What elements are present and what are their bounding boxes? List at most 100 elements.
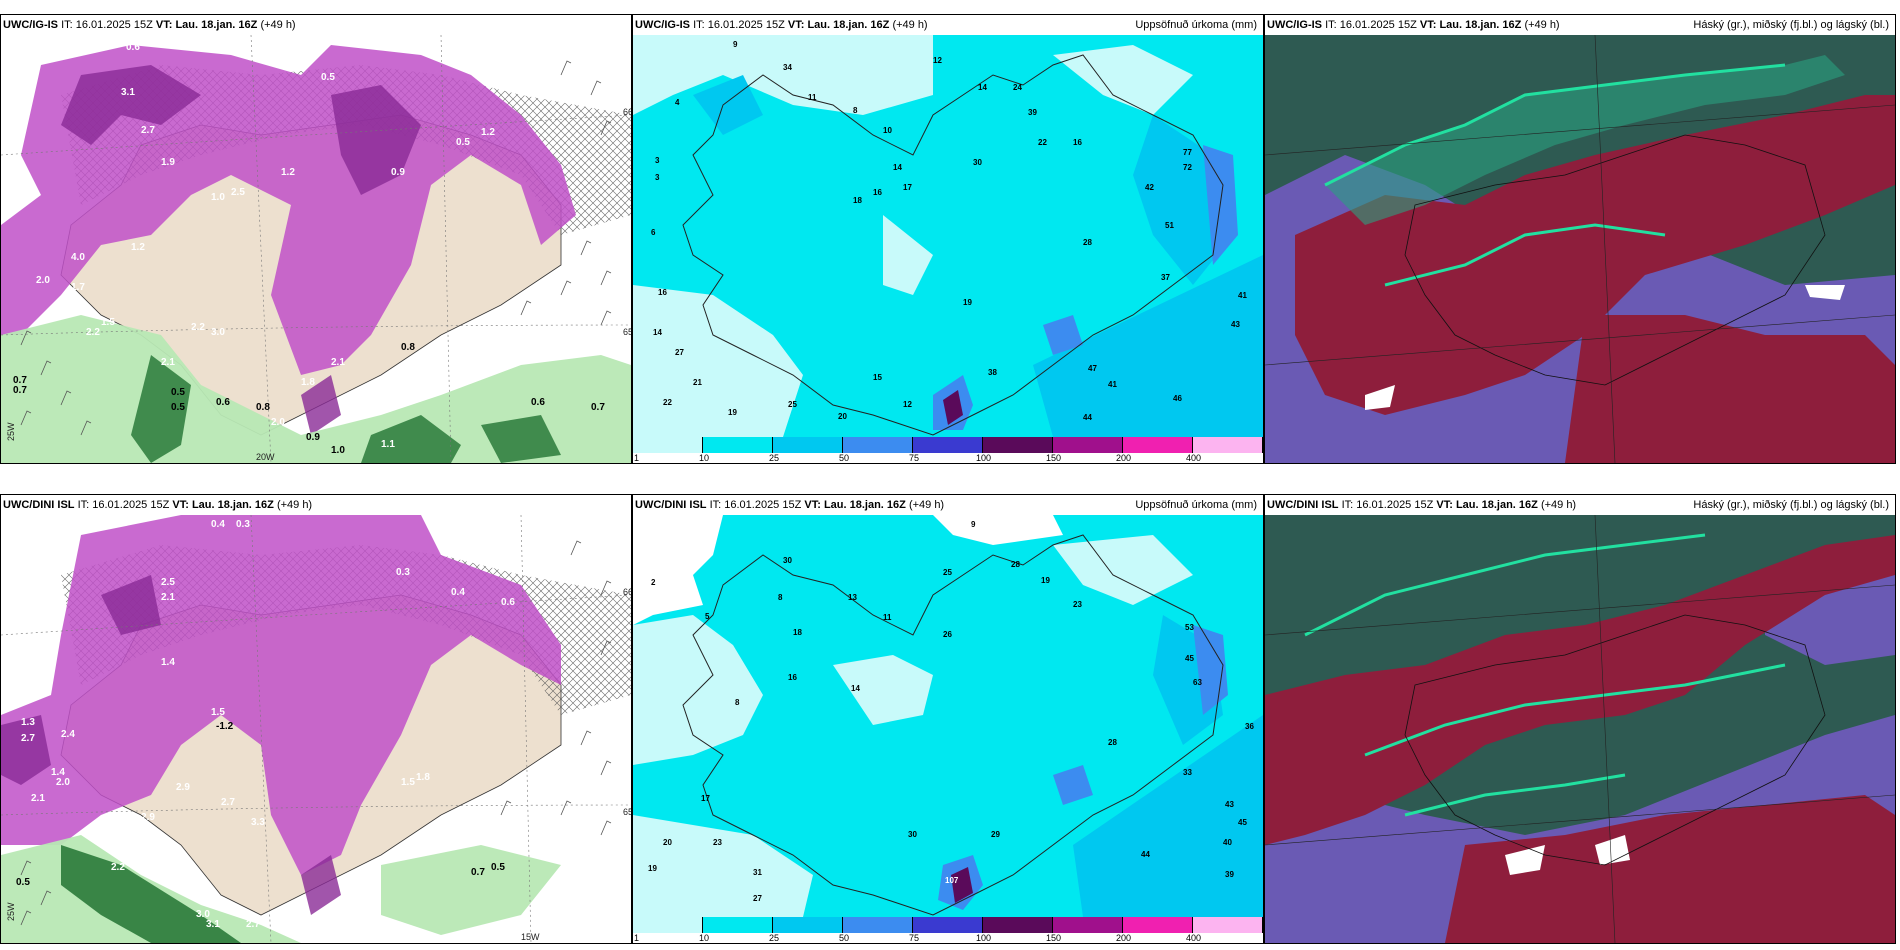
precip-value: 2.2 [111,862,125,873]
accum-value: 11 [883,613,892,622]
panel-header: UWC/IG-IS IT: 16.01.2025 15Z VT: Lau. 18… [1265,15,1895,35]
accum-value: 25 [788,400,797,409]
precip-value: 0.6 [501,597,515,608]
accum-value: 33 [1183,768,1192,777]
colorbar-cell [633,917,703,933]
colorbar-cell [1053,437,1123,453]
accum-values: 9 4 3 3 6 34 11 8 10 12 14 24 14 16 18 1… [651,40,1247,422]
precip-type-map: 0.6 0.5 0.5 3.1 2.7 1.9 0.5 1.2 0.9 1.2 … [1,35,631,463]
accum-value: 45 [1185,654,1194,663]
snow-area [1,45,576,375]
precip-value: 0.7 [591,402,605,413]
field-title: Háský (gr.), miðský (fj.bl.) og lágský (… [1693,499,1889,511]
accum-value: 39 [1028,108,1037,117]
coastline [1404,134,1826,386]
light-precip-area [633,35,1193,437]
panel-header: UWC/DINI ISL IT: 16.01.2025 15Z VT: Lau.… [1,495,631,515]
accum-value: 19 [728,408,737,417]
precip-value: 1.5 [101,317,115,328]
accum-value: 13 [848,593,857,602]
precip-value: 0.6 [126,42,140,53]
coastline [1404,614,1826,866]
rain-core [131,355,561,463]
colorbar-tick: 400 [1186,453,1202,463]
precip-value: 1.7 [71,282,85,293]
panel-header: UWC/IG-IS IT: 16.01.2025 15Z VT: Lau. 18… [1,15,631,35]
colorbar-tick: 10 [699,933,710,943]
vt-label: VT: [1436,499,1453,511]
no-precip-area [633,515,1063,625]
accum-value: 17 [701,794,710,803]
model-name: UWC/IG-IS [3,19,58,31]
precip-values: 0.6 0.5 0.5 3.1 2.7 1.9 0.5 1.2 0.9 1.2 … [13,42,605,456]
accum-value: 20 [663,838,672,847]
accum-value: 10 [883,126,892,135]
lat-label: 65N [623,807,631,817]
accum-value: 16 [1073,138,1082,147]
precip-value: 2.7 [221,797,235,808]
low-cloud [1265,535,1895,943]
cloud-map [1265,515,1895,943]
high-cloud [1325,55,1845,225]
model-name: UWC/DINI ISL [1267,499,1339,511]
precip-value: 1.8 [301,377,315,388]
panel-dini-accum: UWC/DINI ISL IT: 16.01.2025 15Z VT: Lau.… [632,494,1264,944]
wind-barbs [20,60,612,436]
accum-value: 19 [648,864,657,873]
accum-value: 5 [705,612,710,621]
colorbar-cell [633,437,703,453]
accum-value: 9 [733,40,738,49]
accum-value: 29 [991,830,1000,839]
colorbar-tick: 150 [1046,453,1062,463]
colorbar-tick: 1 [634,933,640,943]
init-time: 16.01.2025 15Z [92,499,170,511]
precip-value: 0.9 [306,432,320,443]
panel-dini-clouds: UWC/DINI ISL IT: 16.01.2025 15Z VT: Lau.… [1264,494,1896,944]
valid-time: Lau. 18.jan. 16Z [175,19,258,31]
valid-time: Lau. 18.jan. 16Z [1439,19,1522,31]
model-name: UWC/DINI ISL [3,499,75,511]
precip-value: 0.8 [401,342,415,353]
field-title: Uppsöfnuð úrkoma (mm) [1135,499,1257,511]
precip-value: 1.2 [281,167,295,178]
precip-value: 0.8 [256,402,270,413]
precip-value: 2.0 [271,417,285,428]
lead-time: (+49 h) [1540,499,1577,511]
high-cloud-edge [1324,63,1786,287]
colorbar-tick: 10 [699,453,710,463]
colorbar-cell [983,917,1053,933]
accum-value: 45 [1238,818,1247,827]
accum-value: 36 [1245,722,1254,731]
accum-value: 107 [945,876,959,885]
it-label: IT: [1325,19,1337,31]
accum-value: 19 [963,298,972,307]
colorbar-tick: 75 [909,933,920,943]
accum-value: 15 [873,373,882,382]
panel-ig-is-clouds: UWC/IG-IS IT: 16.01.2025 15Z VT: Lau. 18… [1264,14,1896,464]
accum-value: 72 [1183,163,1192,172]
lat-label: 66N [623,107,631,117]
colorbar-cell [773,917,843,933]
colorbar-cell [1123,917,1193,933]
precip-value: 2.1 [331,357,345,368]
precip-value: 2.7 [141,125,155,136]
precip-value: 0.9 [391,167,405,178]
very-heavy-core [943,390,963,425]
accum-value: 16 [788,673,797,682]
precip-value: 2.9 [141,812,155,823]
precip-value: 0.5 [266,53,280,64]
precip-value: 0.5 [321,72,335,83]
precip-value: 3.3 [251,817,265,828]
lead-time: (+49 h) [908,499,945,511]
lead-time: (+49 h) [1524,19,1560,31]
precip-value: 2.5 [231,187,245,198]
colorbar-tick: 25 [769,933,780,943]
light-precip-area [633,535,1193,917]
model-name: UWC/IG-IS [1267,19,1322,31]
it-label: IT: [709,499,722,511]
valid-time: Lau. 18.jan. 16Z [1455,499,1538,511]
accum-value: 6 [651,228,656,237]
accum-value: 21 [693,378,702,387]
precip-value: 1.3 [21,717,35,728]
colorbar-tick: 150 [1046,933,1062,943]
